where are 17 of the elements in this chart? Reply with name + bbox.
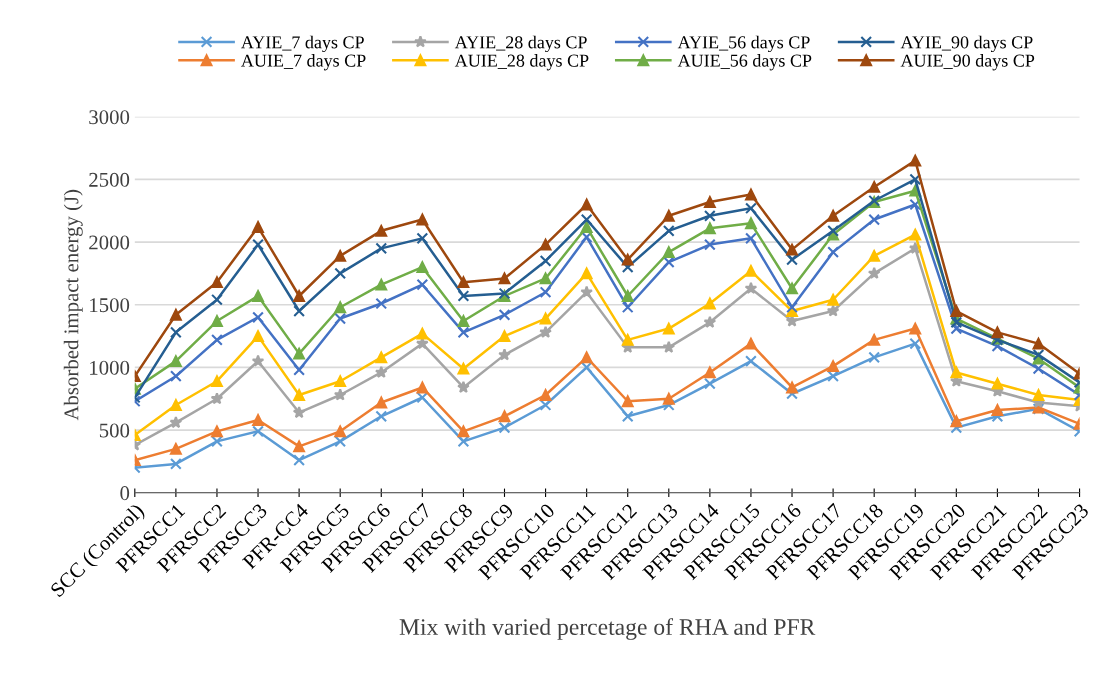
y-tick-label: 1500 bbox=[90, 298, 130, 313]
y-tick-label: 500 bbox=[99, 423, 130, 438]
legend-label: AYIE_7 days CP bbox=[241, 35, 364, 53]
legend-label: AUIE_7 days CP bbox=[241, 54, 366, 71]
legend-label: AUIE_90 days CP bbox=[900, 54, 1035, 71]
legend-label: AYIE_56 days CP bbox=[677, 35, 810, 53]
y-tick-label: 0 bbox=[120, 486, 130, 501]
x-axis-title: Mix with varied percetage of RHA and PFR bbox=[399, 618, 816, 640]
legend-label: AUIE_28 days CP bbox=[454, 54, 589, 71]
y-axis-title: Absorbed impact energy (J) bbox=[63, 189, 83, 421]
y-tick-label: 2500 bbox=[89, 172, 130, 187]
legend-label: AYIE_28 days CP bbox=[454, 35, 587, 53]
y-tick-label: 3000 bbox=[89, 110, 130, 125]
legend-label: AYIE_90 days CP bbox=[900, 35, 1033, 53]
y-tick-label: 1000 bbox=[90, 360, 130, 375]
legend-label: AUIE_56 days CP bbox=[677, 54, 812, 71]
y-tick-label: 2000 bbox=[89, 235, 130, 250]
